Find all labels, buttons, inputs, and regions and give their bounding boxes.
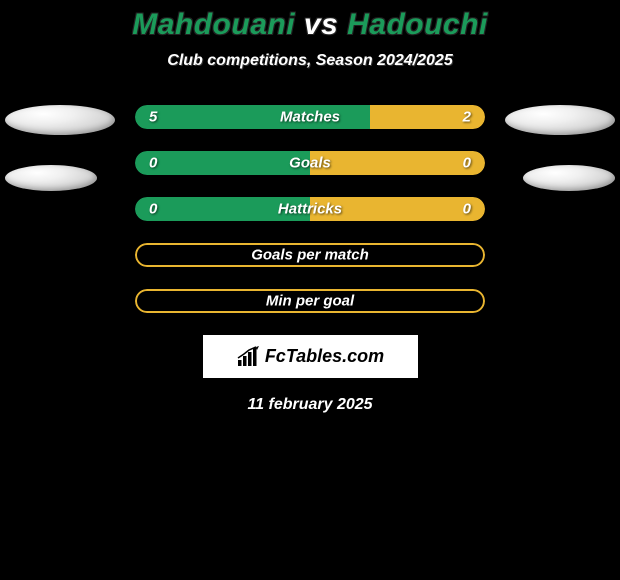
- vs-text: vs: [304, 8, 338, 41]
- ellipse-placeholder-icon: [505, 105, 615, 135]
- bar-row-min-per-goal: Min per goal: [135, 289, 485, 313]
- main-container: Mahdouani vs Hadouchi Club competitions,…: [0, 0, 620, 414]
- bar-left-value: 0: [149, 201, 157, 218]
- date-text: 11 february 2025: [0, 396, 620, 414]
- left-ellipse-column: [5, 105, 125, 191]
- logo-box: FcTables.com: [203, 335, 418, 378]
- bar-row-hattricks: 0 Hattricks 0: [135, 197, 485, 221]
- bar-label: Goals: [289, 155, 331, 172]
- bar-right-value: 0: [463, 155, 471, 172]
- page-title: Mahdouani vs Hadouchi: [0, 8, 620, 42]
- bar-outline: Goals per match: [135, 243, 485, 267]
- ellipse-placeholder-icon: [523, 165, 615, 191]
- bar-right-segment: [310, 151, 485, 175]
- bar-left-value: 5: [149, 109, 157, 126]
- player2-name: Hadouchi: [347, 8, 488, 41]
- bar-row-goals: 0 Goals 0: [135, 151, 485, 175]
- ellipse-placeholder-icon: [5, 165, 97, 191]
- ellipse-placeholder-icon: [5, 105, 115, 135]
- right-ellipse-column: [495, 105, 615, 191]
- subtitle: Club competitions, Season 2024/2025: [0, 52, 620, 70]
- bar-row-matches: 5 Matches 2: [135, 105, 485, 129]
- bar-outline: Min per goal: [135, 289, 485, 313]
- player1-name: Mahdouani: [132, 8, 295, 41]
- barchart-icon: [236, 346, 262, 368]
- bar-label: Goals per match: [251, 247, 369, 264]
- comparison-area: 5 Matches 2 0 Goals 0 0 Hattricks 0: [0, 105, 620, 313]
- bar-label: Matches: [280, 109, 340, 126]
- bar-right-value: 2: [463, 109, 471, 126]
- bar-label: Min per goal: [266, 293, 354, 310]
- logo-text: FcTables.com: [265, 346, 384, 367]
- bar-left-segment: [135, 151, 310, 175]
- bars-column: 5 Matches 2 0 Goals 0 0 Hattricks 0: [135, 105, 485, 313]
- bar-label: Hattricks: [278, 201, 342, 218]
- bar-row-goals-per-match: Goals per match: [135, 243, 485, 267]
- bar-right-value: 0: [463, 201, 471, 218]
- bar-left-value: 0: [149, 155, 157, 172]
